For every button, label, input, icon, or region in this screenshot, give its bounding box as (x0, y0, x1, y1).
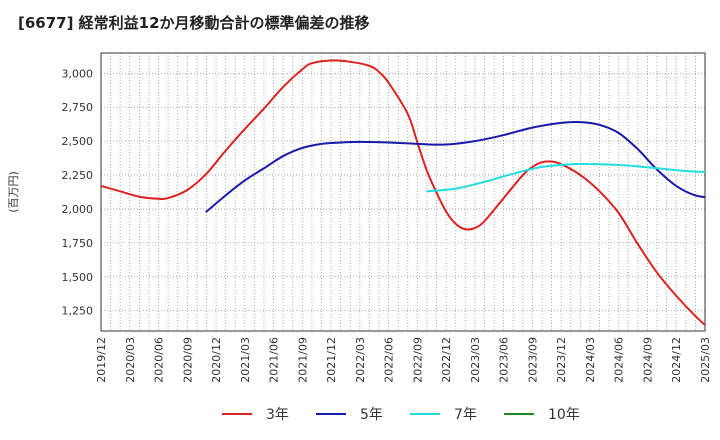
x-tick-label: 2022/06 (383, 337, 396, 383)
y-tick-label: 1,500 (62, 271, 94, 284)
x-tick-label: 2024/12 (670, 337, 683, 383)
x-tick-label: 2020/06 (153, 337, 166, 383)
y-tick-label: 1,250 (62, 305, 94, 318)
y-tick-label: 2,500 (62, 135, 94, 148)
x-tick-label: 2021/09 (296, 337, 309, 383)
legend-label-1: 3年 (266, 407, 289, 423)
x-tick-label: 2021/06 (268, 337, 281, 383)
axis-layer: 1,250 1,500 1,750 2,000 2,250 2,500 2,750 3,000… (7, 67, 712, 382)
series-line-1 (101, 59, 705, 327)
x-tick-label: 2024/06 (613, 337, 626, 383)
x-tick-label: 2021/12 (325, 337, 338, 383)
x-tick-label: 2021/03 (239, 337, 252, 383)
x-tick-label: 2024/03 (584, 337, 597, 383)
x-tick-label: 2019/12 (95, 337, 108, 383)
y-tick-label: 2,250 (62, 169, 94, 182)
y-tick-label: 1,750 (62, 237, 94, 250)
legend-label-3: 7年 (454, 407, 477, 423)
x-tick-label: 2022/03 (354, 337, 367, 383)
y-tick-label: 2,750 (62, 101, 94, 114)
plot-frame (100, 52, 706, 332)
x-tick-label: 2020/03 (124, 337, 137, 383)
legend: 3年 5年 7年 10年 (222, 407, 580, 423)
y-axis-label: (百万円) (7, 171, 20, 213)
x-tick-label: 2020/09 (181, 337, 194, 383)
x-tick-label: 2023/12 (555, 337, 568, 383)
x-tick-label: 2023/06 (498, 337, 511, 383)
series-layer (101, 59, 705, 327)
x-tick-label: 2024/09 (641, 337, 654, 383)
legend-label-2: 5年 (360, 407, 383, 423)
x-tick-label: 2022/09 (411, 337, 424, 383)
series-line-2 (205, 120, 705, 213)
series-line-3 (425, 162, 705, 193)
y-tick-label: 3,000 (62, 67, 94, 80)
x-tick-label: 2023/09 (526, 337, 539, 383)
x-tick-label: 2022/12 (440, 337, 453, 383)
x-tick-label: 2025/03 (699, 337, 712, 383)
legend-label-4: 10年 (548, 407, 580, 423)
x-tick-label: 2020/12 (210, 337, 223, 383)
chart-title: [6677] 経常利益12か月移動合計の標準偏差の推移 (18, 14, 370, 32)
y-tick-label: 2,000 (62, 203, 94, 216)
x-tick-label: 2023/03 (469, 337, 482, 383)
plot-area (101, 53, 705, 331)
